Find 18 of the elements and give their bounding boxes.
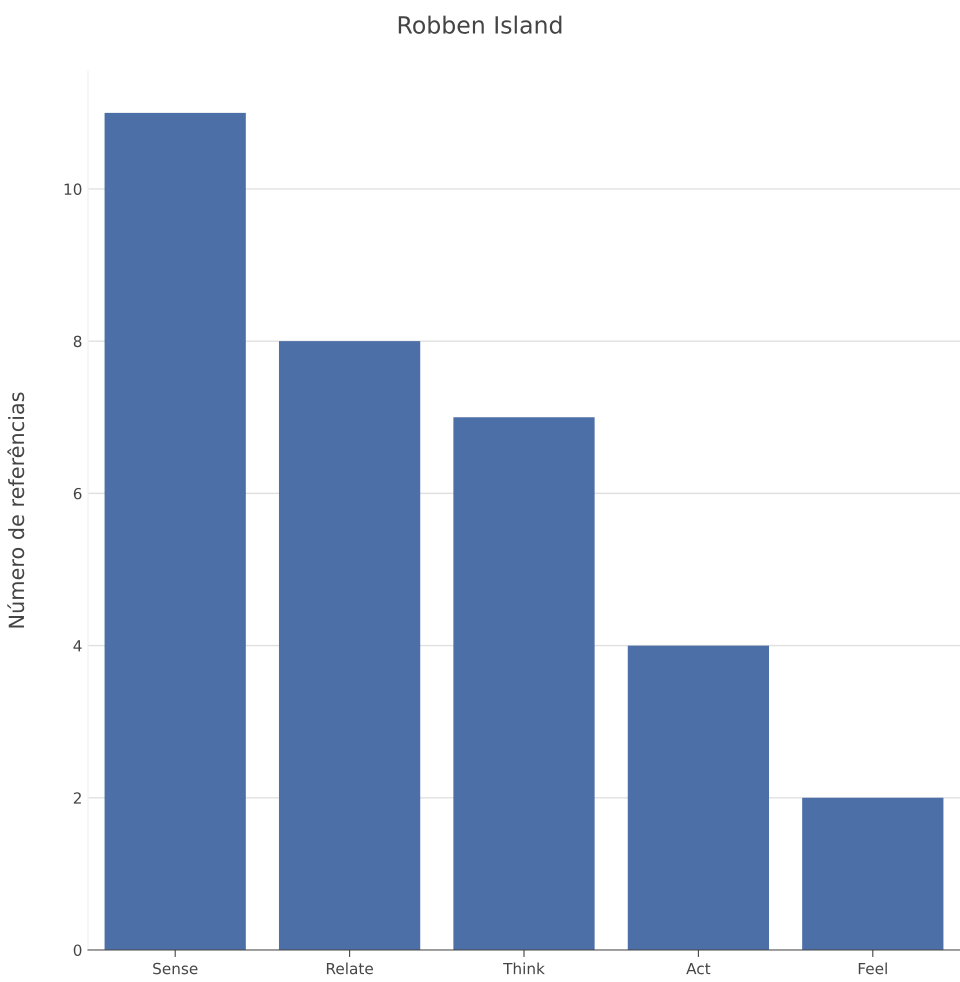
x-tick-label: Act <box>686 962 710 974</box>
y-tick-label: 10 <box>64 183 82 195</box>
x-tick-label: Feel <box>858 962 887 974</box>
chart-title: Robben Island <box>398 16 562 34</box>
y-tick-label: 2 <box>74 792 81 804</box>
y-tick-label: 4 <box>73 640 82 652</box>
x-tick-label: Sense <box>153 962 198 974</box>
y-axis-title: Número de referências <box>7 392 24 628</box>
bar <box>278 341 420 950</box>
bar <box>802 798 944 950</box>
y-tick-label: 0 <box>74 944 82 956</box>
bar <box>104 112 246 950</box>
bar <box>628 646 770 950</box>
bar <box>453 417 595 950</box>
y-tick-label: 6 <box>74 488 82 500</box>
x-tick-label: Relate <box>326 962 373 974</box>
x-tick-label: Think <box>503 962 545 974</box>
y-tick-label: 8 <box>74 336 82 348</box>
